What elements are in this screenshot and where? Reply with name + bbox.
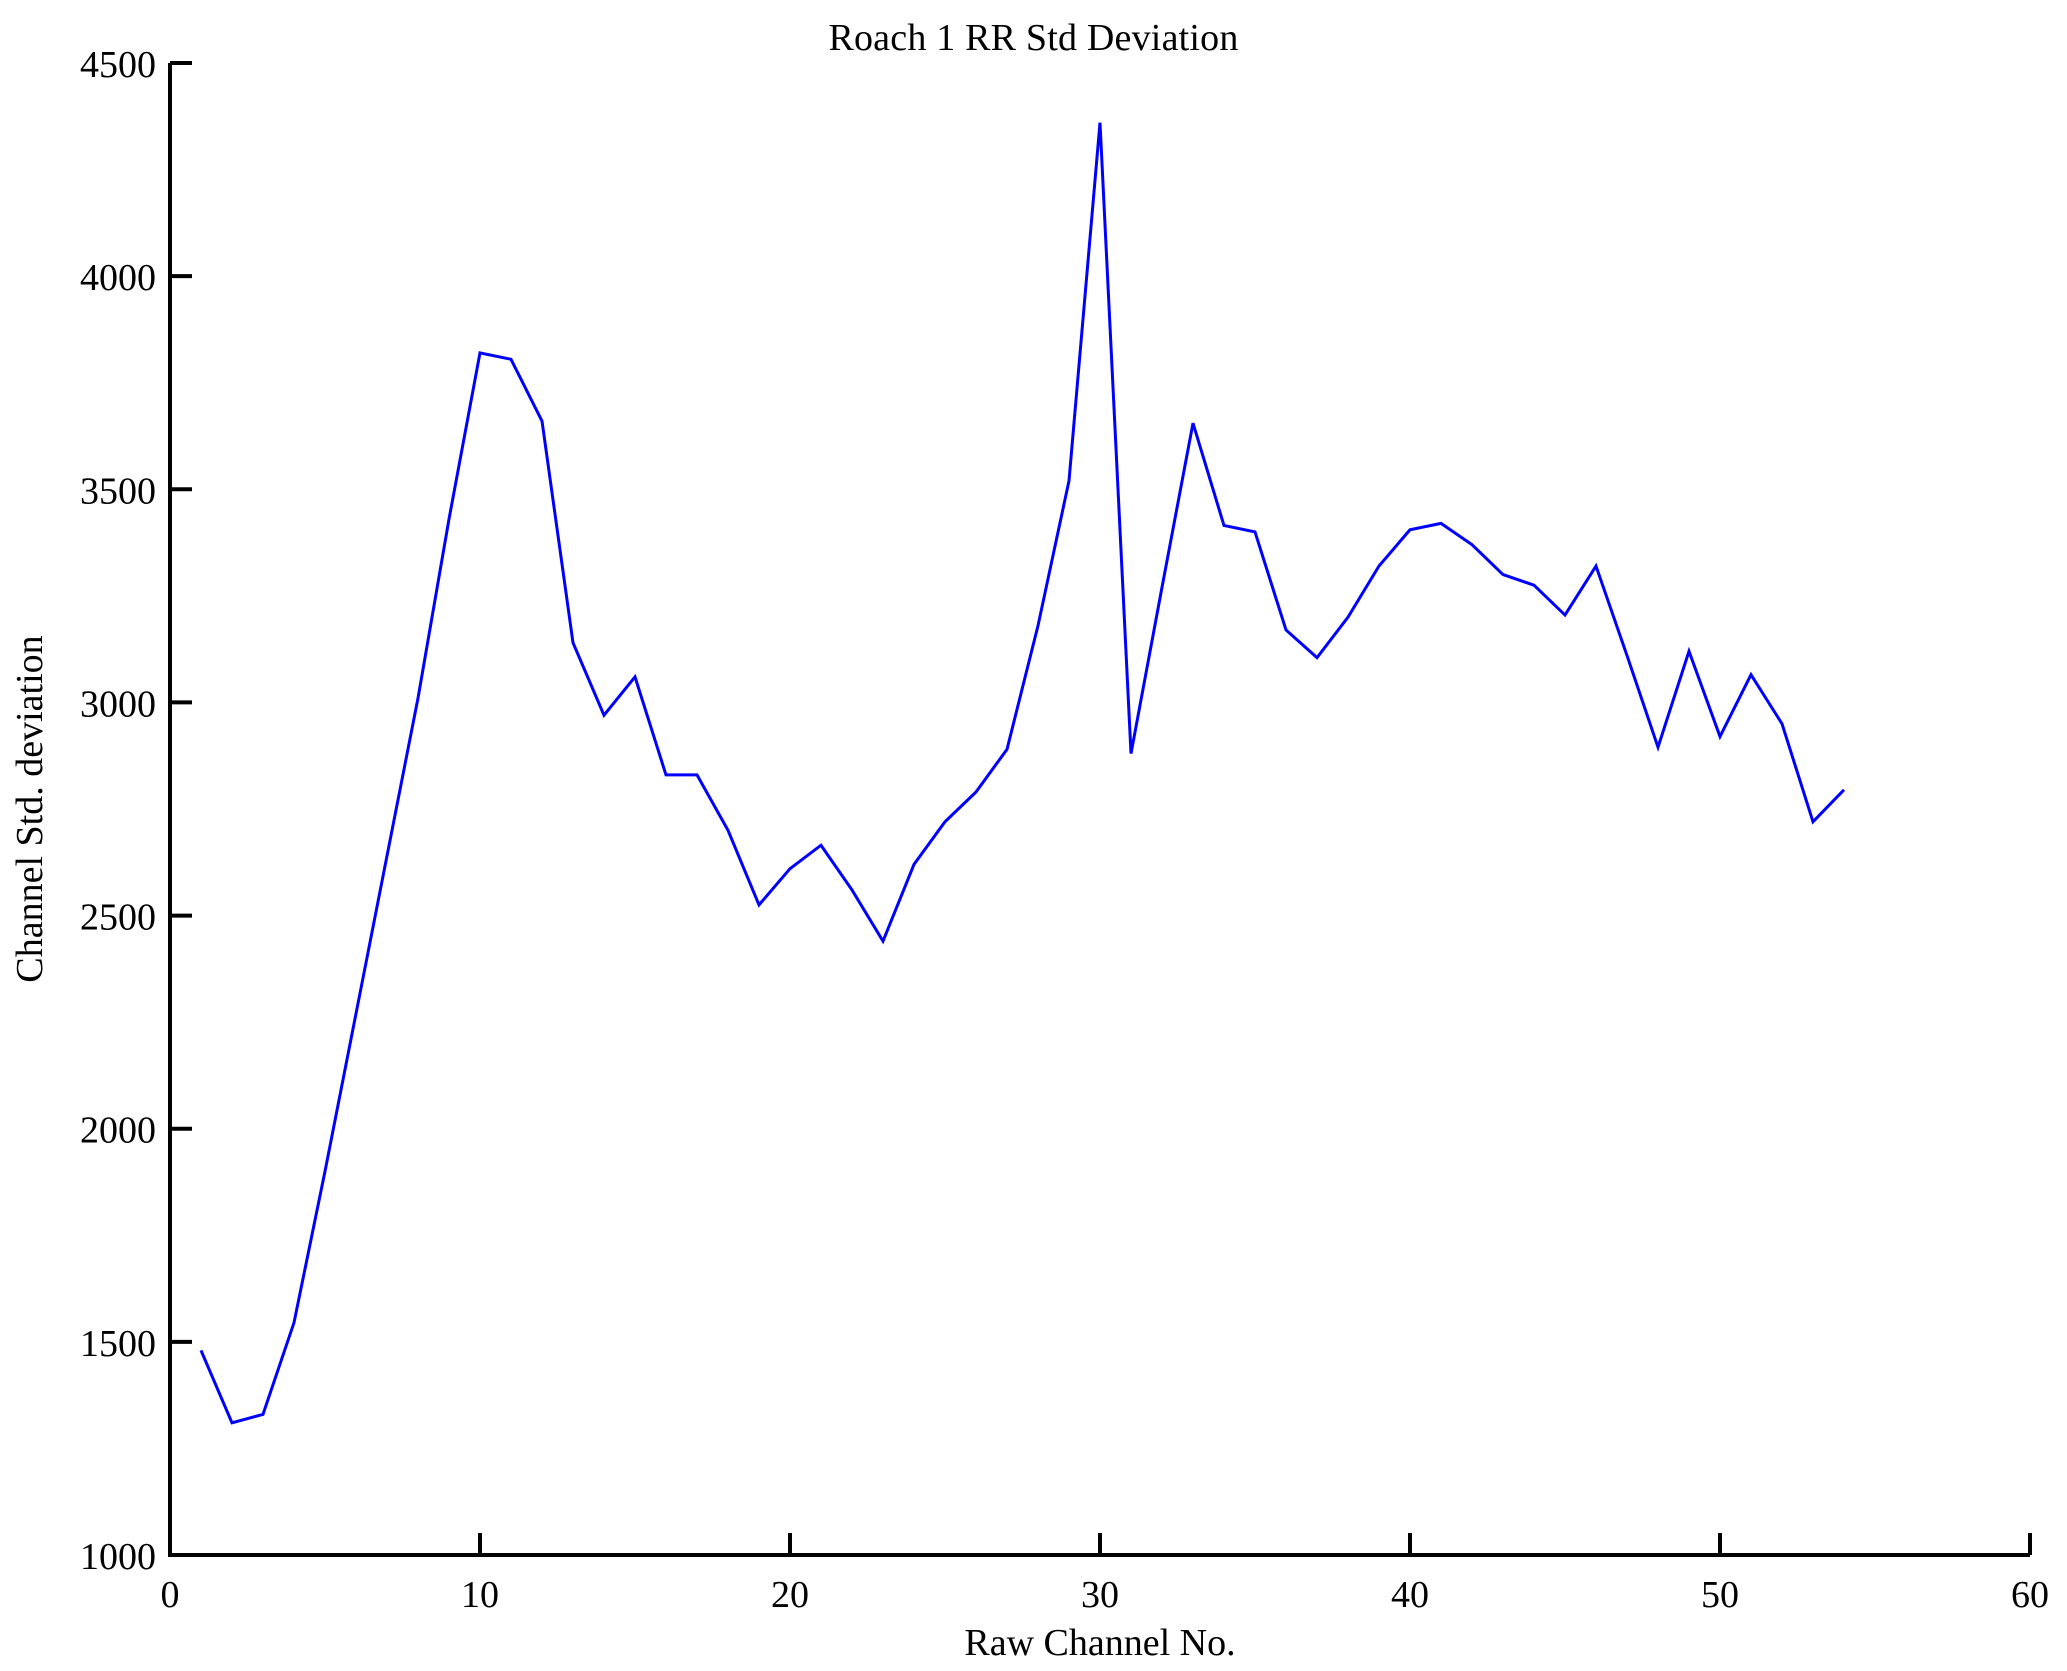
data-series-group	[199, 122, 1846, 1425]
chart-title: Roach 1 RR Std Deviation	[828, 17, 1239, 59]
y-tick-label: 3500	[80, 470, 156, 512]
y-tick-label: 4500	[80, 44, 156, 86]
y-tick-label: 1000	[80, 1536, 156, 1578]
x-tick-label: 10	[461, 1574, 499, 1616]
y-tick-label: 2000	[80, 1110, 156, 1152]
tick-labels-group: 1000 1500 2000 2500 3000 3500 4000 4500 0 10 20 30 4…	[80, 44, 2049, 1616]
x-tick-label: 20	[771, 1574, 809, 1616]
x-tick-label: 30	[1081, 1574, 1119, 1616]
y-axis-label: Channel Std. deviation	[9, 635, 51, 982]
x-tick-label: 50	[1701, 1574, 1739, 1616]
y-tick-label: 3000	[80, 683, 156, 725]
x-tick-label: 60	[2011, 1574, 2049, 1616]
axis-titles-group: Raw Channel No. Channel Std. deviation	[9, 635, 1236, 1664]
ticks-group	[168, 61, 2032, 1557]
axis-spines	[168, 63, 2030, 1557]
x-tick-label: 0	[161, 1574, 180, 1616]
data-line	[199, 122, 1846, 1425]
y-tick-label: 1500	[80, 1323, 156, 1365]
y-tick-label: 2500	[80, 897, 156, 939]
x-tick-label: 40	[1391, 1574, 1429, 1616]
axes-group	[168, 61, 2032, 1557]
x-axis-label: Raw Channel No.	[964, 1622, 1235, 1664]
y-tick-label: 4000	[80, 257, 156, 299]
